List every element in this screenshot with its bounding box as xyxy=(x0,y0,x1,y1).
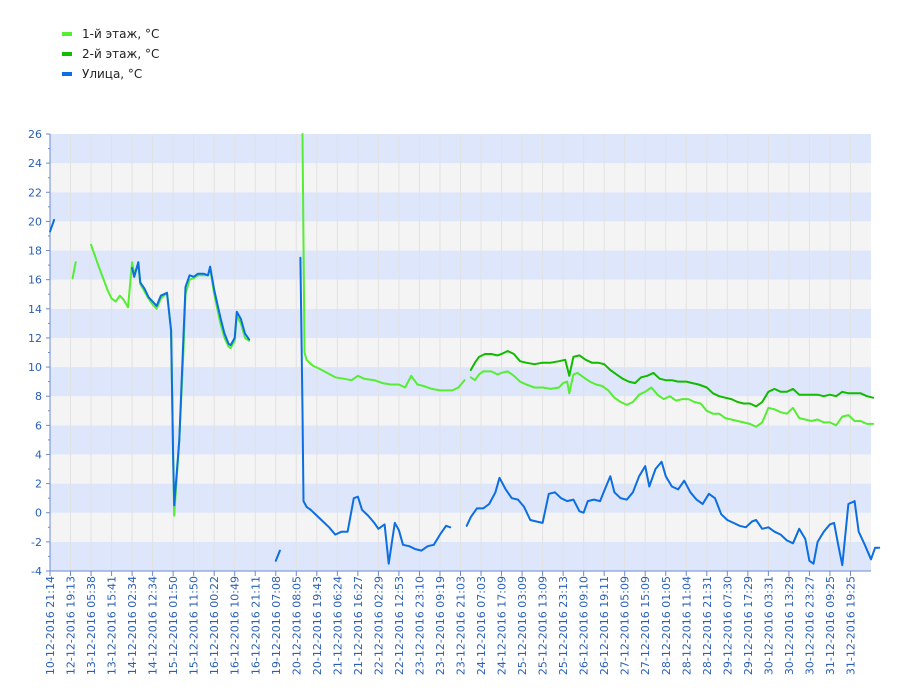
y-tick-label: -2 xyxy=(31,536,42,549)
y-tick-label: 0 xyxy=(35,507,42,520)
y-tick-label: 18 xyxy=(28,245,42,258)
y-tick-label: 24 xyxy=(28,157,42,170)
x-tick-label: 15-12-2016 01:50 xyxy=(167,576,180,675)
legend: 1-й этаж, °C 2-й этаж, °C Улица, °C xyxy=(62,24,159,84)
y-tick-label: 14 xyxy=(28,303,42,316)
series-line-1 xyxy=(301,133,466,392)
x-tick-label: 15-12-2016 11:50 xyxy=(188,576,201,675)
x-tick-label: 20-12-2016 19:43 xyxy=(311,576,324,675)
y-tick-label: -4 xyxy=(31,565,42,578)
x-tick-label: 28-12-2016 21:31 xyxy=(701,576,714,675)
x-tick-label: 16-12-2016 10:49 xyxy=(229,576,242,675)
series-line-3 xyxy=(131,261,251,507)
legend-item-street[interactable]: Улица, °C xyxy=(62,64,159,84)
series-line-3 xyxy=(49,218,56,233)
x-tick-label: 29-12-2016 07:30 xyxy=(721,576,734,675)
legend-swatch-floor2 xyxy=(62,52,72,56)
x-tick-label: 13-12-2016 15:41 xyxy=(106,576,119,675)
y-tick-label: 22 xyxy=(28,186,42,199)
x-tick-label: 16-12-2016 00:22 xyxy=(208,576,221,675)
y-tick-label: 16 xyxy=(28,274,42,287)
x-tick-label: 14-12-2016 12:34 xyxy=(147,576,160,675)
y-tick-label: 20 xyxy=(28,215,42,228)
x-tick-label: 23-12-2016 23:10 xyxy=(413,576,426,675)
x-tick-label: 25-12-2016 23:13 xyxy=(557,576,570,675)
legend-item-floor2[interactable]: 2-й этаж, °C xyxy=(62,44,159,64)
legend-item-floor1[interactable]: 1-й этаж, °C xyxy=(62,24,159,44)
x-tick-label: 24-12-2016 17:09 xyxy=(496,576,509,675)
x-tick-label: 28-12-2016 11:04 xyxy=(680,576,693,675)
x-tick-label: 24-12-2016 07:03 xyxy=(475,576,488,675)
x-tick-label: 29-12-2016 17:29 xyxy=(742,576,755,675)
x-tick-label: 30-12-2016 23:27 xyxy=(803,576,816,675)
y-tick-label: 12 xyxy=(28,332,42,345)
x-tick-label: 27-12-2016 05:09 xyxy=(619,576,632,675)
y-tick-label: 10 xyxy=(28,361,42,374)
x-tick-label: 10-12-2016 21:14 xyxy=(44,576,57,675)
x-tick-label: 26-12-2016 19:11 xyxy=(598,576,611,675)
x-tick-label: 22-12-2016 02:29 xyxy=(372,576,385,675)
series-line-1 xyxy=(469,370,875,428)
x-tick-label: 16-12-2016 21:11 xyxy=(249,576,262,675)
x-tick-label: 19-12-2016 07:08 xyxy=(270,576,283,675)
series-line-3 xyxy=(299,256,452,565)
y-tick-label: 2 xyxy=(35,478,42,491)
x-tick-label: 25-12-2016 13:09 xyxy=(537,576,550,675)
x-tick-label: 21-12-2016 06:24 xyxy=(331,576,344,675)
x-tick-label: 27-12-2016 15:09 xyxy=(639,576,652,675)
legend-swatch-floor1 xyxy=(62,32,72,36)
legend-label-floor2: 2-й этаж, °C xyxy=(82,47,160,61)
y-tick-label: 8 xyxy=(35,390,42,403)
x-tick-label: 30-12-2016 13:29 xyxy=(783,576,796,675)
series-line-1 xyxy=(71,261,77,280)
series-line-2 xyxy=(469,350,875,408)
y-tick-label: 4 xyxy=(35,448,42,461)
x-tick-label: 13-12-2016 05:38 xyxy=(85,576,98,675)
series-line-3 xyxy=(465,460,881,567)
x-tick-label: 31-12-2016 09:25 xyxy=(824,576,837,675)
legend-label-floor1: 1-й этаж, °C xyxy=(82,27,160,41)
x-tick-label: 28-12-2016 01:05 xyxy=(660,576,673,675)
x-tick-label: 25-12-2016 03:09 xyxy=(516,576,529,675)
x-tick-label: 30-12-2016 03:31 xyxy=(762,576,775,675)
legend-swatch-street xyxy=(62,72,72,76)
x-tick-label: 14-12-2016 02:34 xyxy=(126,576,139,675)
y-tick-label: 6 xyxy=(35,419,42,432)
x-tick-label: 23-12-2016 09:19 xyxy=(434,576,447,675)
x-tick-label: 26-12-2016 09:10 xyxy=(578,576,591,675)
x-tick-label: 21-12-2016 16:27 xyxy=(352,576,365,675)
x-tick-label: 31-12-2016 19:25 xyxy=(844,576,857,675)
x-tick-label: 22-12-2016 12:53 xyxy=(393,576,406,675)
x-tick-label: 12-12-2016 19:13 xyxy=(65,576,78,675)
legend-label-street: Улица, °C xyxy=(82,67,143,81)
x-tick-label: 20-12-2016 08:05 xyxy=(290,576,303,675)
x-tick-label: 23-12-2016 21:03 xyxy=(455,576,468,675)
series-line-3 xyxy=(274,549,281,562)
y-tick-label: 26 xyxy=(28,128,42,141)
